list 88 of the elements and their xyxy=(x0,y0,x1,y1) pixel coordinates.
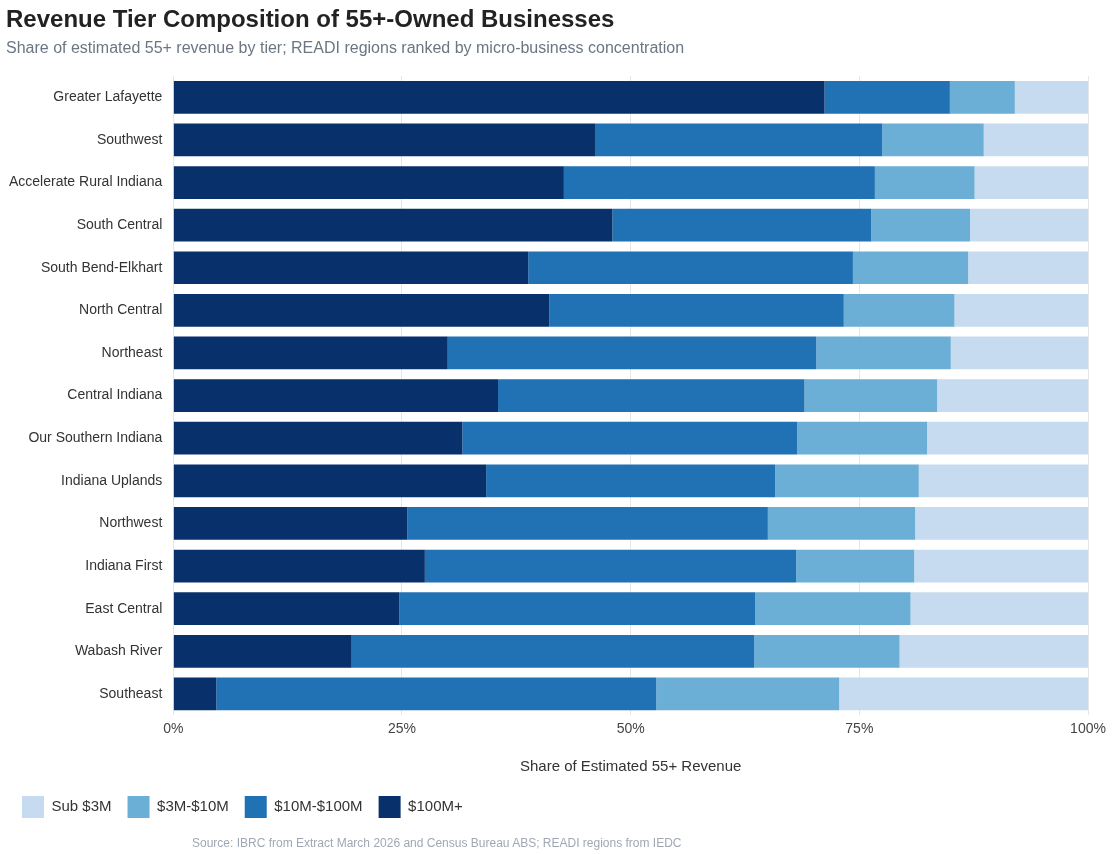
bar xyxy=(796,549,915,583)
bar xyxy=(950,336,1088,370)
bar xyxy=(399,592,756,626)
y-tick-label: Accelerate Rural Indiana xyxy=(9,173,163,190)
y-tick-label: South Central xyxy=(76,216,163,233)
bar xyxy=(173,123,595,157)
bar xyxy=(173,634,352,668)
bar xyxy=(914,549,1088,583)
x-tick-label: 100% xyxy=(1070,720,1106,737)
bar xyxy=(1014,80,1088,114)
bar xyxy=(173,507,408,540)
bar xyxy=(173,166,564,199)
bar xyxy=(937,379,1088,412)
bar xyxy=(871,208,971,242)
y-tick-label: Northeast xyxy=(101,343,163,360)
bar xyxy=(173,251,529,285)
bar xyxy=(882,123,984,157)
y-tick-label: Greater Lafayette xyxy=(53,88,163,105)
bar xyxy=(839,677,1088,711)
bar xyxy=(173,464,487,498)
legend-label: $10M-$100M xyxy=(274,797,363,815)
y-tick-label: Indiana Uplands xyxy=(61,471,163,488)
y-tick-label: South Bend-Elkhart xyxy=(40,258,163,275)
bar xyxy=(918,464,1088,498)
source-note: Source: IBRC from Extract March 2026 and Census Bureau ABS; READI regions from IEDC xyxy=(192,836,682,850)
legend-label: $100M+ xyxy=(408,797,463,815)
bar xyxy=(852,251,969,285)
bar xyxy=(816,336,951,370)
bar xyxy=(910,592,1088,626)
bar xyxy=(351,634,755,668)
bar xyxy=(797,421,928,455)
bar xyxy=(983,123,1088,157)
bar xyxy=(874,166,975,199)
bar xyxy=(755,592,911,626)
x-axis-title: Share of Estimated 55+ Revenue xyxy=(519,757,742,775)
chart-title: Revenue Tier Composition of 55+-Owned Businesses xyxy=(6,5,615,33)
bar xyxy=(173,421,463,455)
bar xyxy=(754,634,900,668)
legend-label: Sub $3M xyxy=(51,797,112,815)
y-tick-label: Northwest xyxy=(99,514,163,531)
x-tick-label: 75% xyxy=(845,720,874,737)
x-tick-label: 0% xyxy=(163,720,184,737)
bar xyxy=(173,294,550,327)
bar xyxy=(843,294,955,327)
bar xyxy=(173,336,448,370)
bar xyxy=(424,549,797,583)
y-tick-label: East Central xyxy=(85,599,163,616)
y-tick-label: Our Southern Indiana xyxy=(28,429,163,446)
bar xyxy=(563,166,875,199)
bar xyxy=(173,208,613,242)
bar xyxy=(656,677,840,711)
y-tick-label: Southwest xyxy=(96,130,163,147)
bar xyxy=(970,208,1088,242)
x-tick-label: 50% xyxy=(616,720,645,737)
bar xyxy=(173,677,217,711)
y-tick-label: Central Indiana xyxy=(67,386,163,403)
y-tick-label: Indiana First xyxy=(85,556,163,573)
bar xyxy=(173,592,400,626)
bar xyxy=(968,251,1088,285)
bar xyxy=(549,294,844,327)
bar xyxy=(594,123,883,157)
bar xyxy=(915,507,1088,540)
bar xyxy=(775,464,919,498)
bar xyxy=(899,634,1088,668)
bar xyxy=(528,251,853,285)
bar xyxy=(407,507,768,540)
bar xyxy=(954,294,1088,327)
bar xyxy=(173,549,425,583)
bar xyxy=(612,208,872,242)
bar xyxy=(462,421,798,455)
bar xyxy=(216,677,657,711)
chart-subtitle: Share of estimated 55+ revenue by tier; READI regions ranked by micro-business concentration xyxy=(6,38,685,56)
bar xyxy=(974,166,1088,199)
x-tick-label: 25% xyxy=(387,720,416,737)
bar xyxy=(173,379,499,412)
bar xyxy=(447,336,817,370)
bar xyxy=(824,80,950,114)
bar xyxy=(486,464,776,498)
bar xyxy=(498,379,805,412)
legend-label: $3M-$10M xyxy=(157,797,229,815)
bar xyxy=(173,80,825,114)
bar xyxy=(767,507,916,540)
y-tick-label: Wabash River xyxy=(74,642,163,659)
bar xyxy=(804,379,938,412)
bar xyxy=(927,421,1088,455)
y-tick-label: North Central xyxy=(79,301,163,318)
y-tick-label: Southeast xyxy=(99,684,163,701)
bar xyxy=(949,80,1015,114)
